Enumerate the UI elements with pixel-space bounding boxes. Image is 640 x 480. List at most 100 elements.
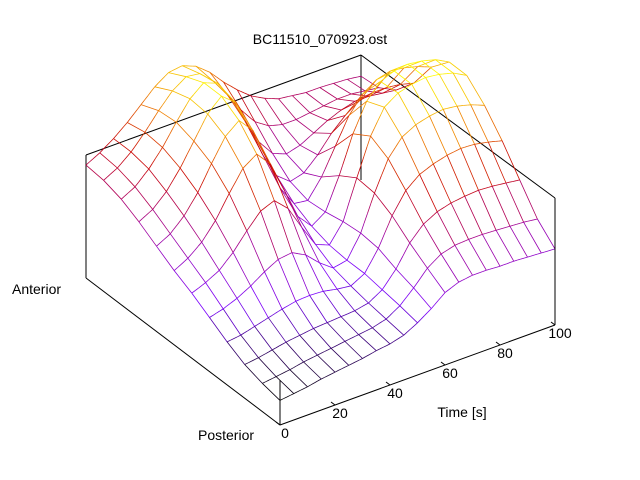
- surface-row-line: [247, 94, 252, 97]
- surface-row-line: [321, 169, 326, 178]
- surface-column-line: [387, 158, 407, 191]
- surface-row-line: [409, 237, 414, 244]
- surface-row-line: [333, 265, 337, 269]
- surface-row-line: [230, 85, 235, 89]
- surface-row-line: [289, 367, 294, 371]
- surface-column-line: [362, 81, 381, 95]
- surface-row-line: [414, 61, 419, 63]
- surface-column-line: [405, 190, 424, 225]
- surface-row-line: [347, 285, 351, 288]
- surface-row-line: [404, 86, 409, 90]
- surface-column-line: [325, 211, 344, 222]
- surface-row-line: [210, 104, 215, 110]
- surface-row-line: [298, 222, 303, 228]
- surface-row-line: [286, 151, 290, 155]
- surface-row-line: [89, 158, 94, 163]
- surface-row-line: [444, 289, 449, 293]
- surface-row-line: [285, 96, 289, 98]
- surface-row-line: [316, 107, 321, 110]
- surface-row-line: [461, 240, 466, 243]
- surface-row-line: [440, 207, 445, 210]
- surface-row-line: [282, 341, 287, 345]
- surface-column-line: [307, 200, 326, 213]
- surface-row-line: [429, 163, 434, 167]
- surface-column-line: [197, 192, 216, 221]
- surface-row-line: [137, 104, 142, 110]
- surface-row-line: [375, 292, 380, 297]
- surface-row-line: [288, 302, 293, 306]
- surface-row-line: [486, 268, 490, 271]
- surface-row-line: [296, 174, 301, 178]
- surface-row-line: [471, 236, 476, 239]
- surface-row-line: [290, 393, 294, 396]
- surface-column-line: [173, 270, 193, 294]
- surface-row-line: [334, 344, 339, 347]
- surface-row-line: [436, 159, 441, 163]
- surface-column-line: [289, 369, 308, 388]
- surface-row-line: [410, 325, 415, 330]
- surface-row-line: [306, 163, 312, 169]
- surface-row-line: [113, 134, 118, 139]
- surface-row-line: [363, 212, 368, 224]
- surface-row-line: [412, 178, 417, 183]
- surface-row-line: [310, 188, 316, 195]
- surface-column-line: [440, 253, 460, 283]
- surface-row-line: [266, 161, 271, 165]
- surface-row-line: [225, 256, 230, 262]
- surface-column-line: [292, 95, 311, 113]
- surface-row-line: [110, 170, 115, 175]
- surface-row-line: [379, 92, 383, 95]
- surface-row-line: [328, 193, 333, 203]
- box-edge-left-bottom: [85, 277, 281, 426]
- surface-row-line: [358, 358, 363, 361]
- surface-row-line: [323, 85, 327, 87]
- surface-row-line: [278, 257, 282, 260]
- surface-row-line: [211, 156, 216, 164]
- surface-row-line: [416, 228, 421, 234]
- surface-row-line: [244, 330, 248, 334]
- surface-row-line: [274, 200, 278, 203]
- surface-row-line: [361, 304, 366, 308]
- surface-column-line: [199, 73, 218, 84]
- surface-row-line: [289, 338, 294, 341]
- surface-row-line: [165, 134, 170, 142]
- surface-row-line: [246, 160, 251, 165]
- surface-row-line: [312, 292, 317, 295]
- surface-row-line: [499, 264, 504, 267]
- surface-row-line: [488, 185, 493, 188]
- surface-row-line: [361, 90, 365, 92]
- surface-row-line: [218, 265, 224, 271]
- surface-row-line: [196, 127, 202, 135]
- surface-row-line: [261, 97, 265, 99]
- surface-row-line: [373, 86, 378, 92]
- surface-row-line: [304, 200, 308, 202]
- surface-row-line: [379, 346, 384, 350]
- surface-row-line: [271, 313, 276, 316]
- surface-row-line: [338, 130, 343, 139]
- surface-row-line: [267, 265, 272, 269]
- surface-row-line: [182, 104, 187, 111]
- surface-row-line: [350, 77, 355, 79]
- surface-column-line: [222, 308, 242, 336]
- surface-row-line: [229, 300, 234, 304]
- surface-row-line: [296, 144, 301, 148]
- surface-column-line: [293, 203, 313, 227]
- surface-row-line: [376, 348, 380, 352]
- surface-row-line: [396, 337, 401, 340]
- surface-row-line: [303, 331, 307, 334]
- surface-row-line: [450, 106, 454, 109]
- surface-row-line: [189, 94, 194, 100]
- surface-column-line: [319, 87, 338, 100]
- surface-row-line: [141, 173, 146, 179]
- surface-row-line: [284, 253, 289, 257]
- surface-row-line: [295, 117, 300, 120]
- surface-row-line: [355, 334, 359, 337]
- surface-row-line: [344, 105, 349, 109]
- surface-column-line: [260, 210, 279, 260]
- surface-row-line: [338, 165, 343, 176]
- surface-row-line: [415, 80, 419, 83]
- surface-row-line: [247, 115, 252, 120]
- surface-row-line: [379, 88, 384, 91]
- surface-row-line: [307, 223, 312, 227]
- surface-row-line: [263, 205, 268, 209]
